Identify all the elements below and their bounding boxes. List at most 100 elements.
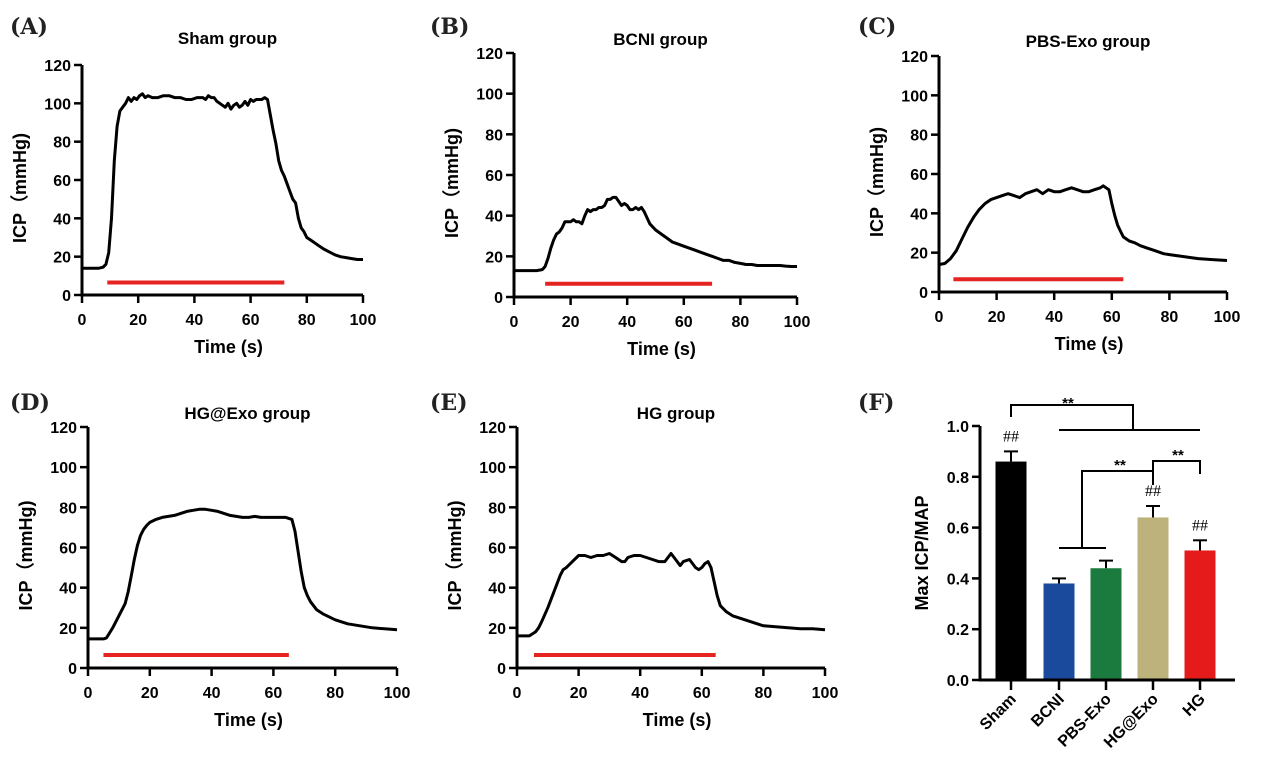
x-tick-label: Sham	[977, 691, 1020, 734]
y-tick-label: 0.8	[947, 470, 969, 487]
bar-hg	[1184, 550, 1216, 679]
x-tick-label: 20	[562, 314, 580, 331]
x-tick-label: HG	[1180, 691, 1209, 720]
icp-trace	[514, 195, 797, 273]
y-tick-label: 40	[488, 581, 506, 598]
significance-hash: ##	[1192, 517, 1208, 534]
x-tick-label: 20	[988, 309, 1006, 326]
y-axis-label: ICP（mmHg)	[16, 500, 36, 610]
y-tick-label: 80	[59, 500, 77, 517]
axes	[512, 53, 797, 299]
x-tick-label: 0	[84, 685, 93, 702]
y-tick-label: 60	[53, 173, 71, 190]
x-axis-label: Time (s)	[627, 339, 696, 359]
y-tick-label: 80	[910, 128, 928, 145]
x-tick-label: 0	[78, 312, 87, 329]
x-tick-label: 0	[510, 314, 519, 331]
x-tick-label: 80	[298, 312, 316, 329]
y-tick-label: 60	[488, 541, 506, 558]
x-tick-label: 100	[784, 314, 811, 331]
y-tick-label: 100	[44, 96, 71, 113]
x-tick-label: 40	[631, 685, 649, 702]
y-tick-label: 120	[44, 58, 71, 75]
x-tick-label: 100	[384, 685, 411, 702]
y-tick-label: 0.2	[947, 622, 969, 639]
y-axis-label: Max ICP/MAP	[912, 495, 932, 610]
panel-label: (E)	[430, 390, 468, 416]
y-axis-label: ICP（mmHg)	[10, 133, 30, 243]
y-tick-label: 60	[59, 541, 77, 558]
y-tick-label: 60	[910, 167, 928, 184]
x-tick-label: 40	[186, 312, 204, 329]
x-tick-label: 40	[203, 685, 221, 702]
significance-stars: **	[1172, 447, 1184, 464]
significance-stars: **	[1062, 395, 1074, 412]
y-axis-label: ICP（mmHg)	[442, 128, 462, 238]
x-tick-label: 0	[513, 685, 522, 702]
icp-trace	[88, 507, 398, 641]
x-tick-label: 20	[141, 685, 159, 702]
x-tick-label: 100	[1214, 309, 1241, 326]
y-tick-label: 0	[62, 288, 71, 305]
panel-label: (A)	[10, 14, 48, 40]
chart-title: HG@Exo group	[184, 404, 310, 423]
chart-title: BCNI group	[613, 30, 707, 49]
y-tick-label: 40	[485, 209, 503, 226]
y-tick-label: 120	[476, 46, 503, 63]
panel-label: (B)	[430, 14, 469, 40]
axes	[80, 65, 363, 297]
significance-bracket	[1059, 470, 1154, 549]
x-axis-label: Time (s)	[643, 710, 712, 730]
y-tick-label: 0.0	[947, 673, 969, 690]
chart-title: PBS-Exo group	[1026, 32, 1151, 51]
y-tick-label: 20	[53, 250, 71, 267]
x-tick-label: 40	[1045, 309, 1063, 326]
y-tick-label: 80	[53, 135, 71, 152]
x-tick-label: 80	[1161, 309, 1179, 326]
panel-a: (A) Sham group 0 20 40 60 80 100 120 0 20 40 60 80 100…	[10, 14, 376, 357]
significance-bracket	[1152, 460, 1201, 474]
y-tick-label: 0	[494, 290, 503, 307]
x-tick-label: 60	[242, 312, 260, 329]
x-tick-label: 20	[570, 685, 588, 702]
y-tick-label: 40	[910, 206, 928, 223]
panel-e: (E) HG group 0 20 40 60 80 100 120 0 20 40 60 80 100 Ti…	[430, 390, 838, 730]
y-tick-label: 100	[901, 88, 928, 105]
x-tick-label: BCNI	[1028, 691, 1068, 731]
x-tick-label: 60	[675, 314, 693, 331]
x-tick-label: 60	[265, 685, 283, 702]
axes	[515, 427, 825, 670]
x-tick-label: 0	[935, 309, 944, 326]
panel-d: (D) HG@Exo group 0 20 40 60 80 100 120 0 20 40 60 80 1…	[10, 390, 410, 730]
significance-hash: ##	[1145, 483, 1161, 500]
y-tick-label: 1.0	[947, 419, 969, 436]
x-tick-label: 80	[732, 314, 750, 331]
panel-label: (C)	[858, 14, 896, 40]
y-tick-label: 80	[485, 127, 503, 144]
y-tick-label: 0	[919, 285, 928, 302]
bar-hg-exo	[1137, 517, 1169, 679]
y-tick-label: 0	[68, 661, 77, 678]
x-axis-label: Time (s)	[194, 337, 263, 357]
y-tick-label: 120	[479, 420, 506, 437]
chart-title: Sham group	[178, 29, 277, 48]
x-tick-label: 80	[326, 685, 344, 702]
icp-trace	[938, 184, 1228, 266]
bar-pbs-exo	[1090, 568, 1122, 679]
y-tick-label: 20	[488, 621, 506, 638]
y-tick-label: 120	[50, 420, 77, 437]
bar-bcni	[1043, 583, 1075, 679]
significance-stars: **	[1114, 457, 1126, 474]
significance-bracket	[1010, 404, 1134, 430]
significance-hash: ##	[1003, 428, 1019, 445]
x-axis-label: Time (s)	[214, 710, 283, 730]
y-tick-label: 40	[59, 581, 77, 598]
y-axis-label: ICP（mmHg)	[867, 127, 887, 237]
x-tick-label: 40	[618, 314, 636, 331]
y-tick-label: 0	[497, 661, 506, 678]
panel-label: (F)	[858, 390, 894, 416]
panel-f: (F) 0.0 0.2 0.4 0.6 0.8 1.0 Max ICP/MAP Sham ## BC…	[858, 390, 1235, 752]
y-tick-label: 40	[53, 211, 71, 228]
x-tick-label: 60	[1103, 309, 1121, 326]
